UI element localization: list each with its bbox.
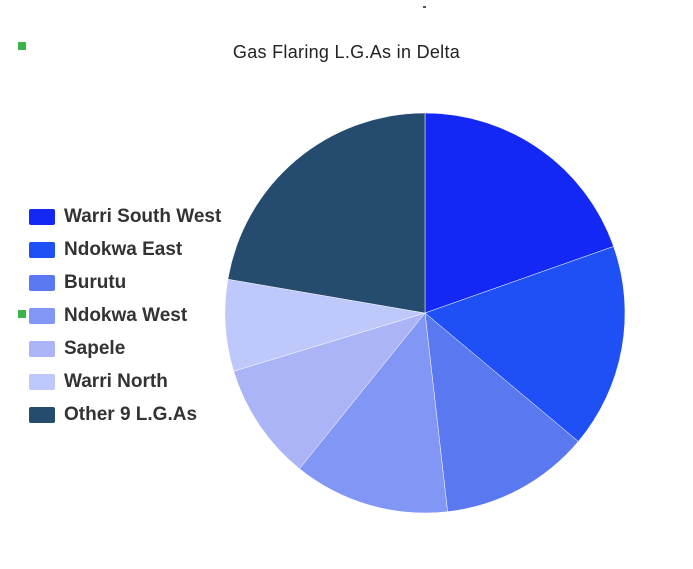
pie-slice [227, 112, 426, 314]
legend-swatch [29, 307, 55, 324]
green-marker-icon [18, 42, 26, 50]
legend-label: Sapele [64, 337, 126, 359]
green-marker-icon [18, 310, 26, 318]
legend-label: Ndokwa East [64, 238, 183, 260]
legend-item: Sapele [29, 332, 221, 365]
legend-swatch [29, 274, 55, 291]
chart-legend: Warri South West Ndokwa East Burutu Ndokwa … [29, 200, 221, 431]
chart-title: Gas Flaring L.G.As in Delta [232, 42, 461, 62]
top-tick-mark [423, 6, 426, 8]
pie-slice [233, 312, 426, 470]
legend-label: Ndokwa West [64, 304, 188, 326]
legend-swatch [29, 406, 55, 423]
legend-swatch [29, 373, 55, 390]
legend-item: Other 9 L.G.As [29, 398, 221, 431]
legend-label: Warri South West [64, 205, 222, 227]
legend-label: Burutu [64, 271, 127, 293]
pie-slice [299, 312, 448, 514]
legend-label: Warri North [64, 370, 168, 392]
legend-swatch [29, 340, 55, 357]
pie-slice [424, 312, 579, 512]
legend-swatch [29, 241, 55, 258]
legend-item: Warri South West [29, 200, 221, 233]
legend-item: Ndokwa West [29, 299, 221, 332]
pie-slice [424, 246, 626, 442]
legend-label: Other 9 L.G.As [64, 403, 198, 425]
legend-item: Ndokwa East [29, 233, 221, 266]
legend-item: Burutu [29, 266, 221, 299]
legend-swatch [29, 208, 55, 225]
legend-item: Warri North [29, 365, 221, 398]
pie-slices [224, 112, 626, 514]
